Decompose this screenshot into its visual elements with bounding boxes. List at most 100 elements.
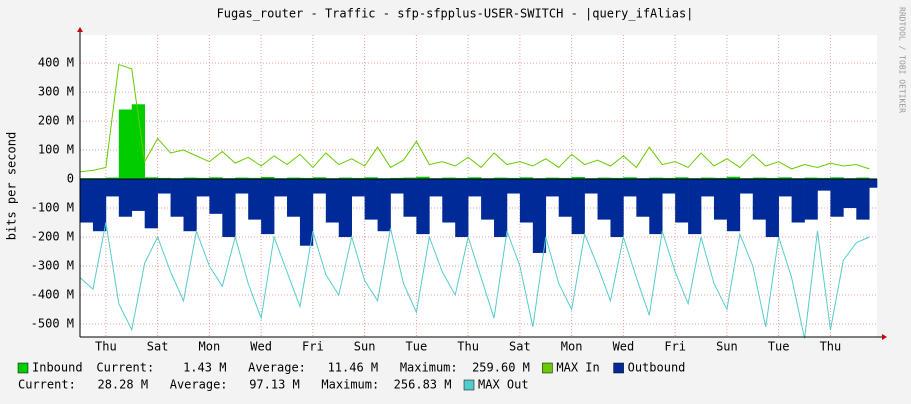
y-tick-label: -100 M	[31, 201, 74, 215]
area-bar	[338, 179, 353, 238]
area-bar	[325, 179, 340, 223]
area-bar	[558, 177, 572, 180]
area-bar	[701, 177, 715, 180]
area-bar	[519, 179, 534, 223]
area-bar	[235, 177, 249, 180]
area-bar	[144, 179, 158, 229]
y-tick-label: 100 M	[38, 143, 74, 157]
area-bar	[506, 177, 521, 180]
area-bar	[377, 179, 391, 232]
area-bar	[364, 177, 378, 180]
y-tick-label: -300 M	[31, 258, 74, 272]
area-bar	[170, 179, 184, 217]
area-bar	[429, 179, 443, 197]
area-bar	[481, 179, 495, 220]
x-tick-label: Fri	[664, 340, 686, 354]
x-tick-label: Thu	[820, 340, 842, 354]
area-bar	[416, 179, 430, 235]
area-bar	[416, 176, 430, 180]
area-bar	[675, 179, 689, 223]
area-bar	[597, 177, 611, 180]
legend-stats: Current: 1.43 M Average: 11.46 M Maximum…	[96, 361, 529, 375]
area-bar	[455, 177, 469, 180]
x-tick-label: Mon	[561, 340, 583, 354]
area-bar	[131, 179, 145, 211]
area-bar	[494, 179, 508, 238]
area-bar	[442, 179, 456, 223]
y-axis-label: bits per second	[5, 132, 19, 240]
area-bar	[765, 179, 779, 238]
area-bar	[843, 179, 857, 209]
area-bar	[726, 179, 741, 232]
x-tick-label: Sun	[716, 340, 738, 354]
area-bar	[558, 179, 572, 217]
area-bar	[636, 179, 650, 217]
area-bar	[765, 177, 779, 180]
area-bar	[571, 179, 585, 235]
area-bar	[545, 179, 560, 197]
area-bar	[248, 179, 262, 220]
area-bar	[287, 179, 301, 217]
x-tick-label: Fri	[302, 340, 324, 354]
area-bar	[830, 177, 844, 180]
area-bar	[209, 177, 223, 180]
area-bar	[209, 179, 223, 214]
area-bar	[791, 179, 805, 223]
area-bar	[675, 177, 689, 180]
area-bar	[131, 104, 145, 180]
area-bar	[312, 177, 327, 180]
area-bar	[713, 179, 728, 220]
area-bar	[196, 179, 210, 197]
area-bar	[299, 179, 314, 246]
x-tick-label: Mon	[199, 340, 221, 354]
area-bar	[144, 177, 158, 180]
area-bar	[118, 109, 133, 180]
x-tick-label: Thu	[457, 340, 479, 354]
area-bar	[92, 179, 107, 232]
area-bar	[688, 179, 702, 235]
chart-title: Fugas_router - Traffic - sfp-sfpplus-USE…	[217, 7, 694, 21]
area-bar	[299, 177, 314, 180]
arrow	[882, 334, 887, 340]
x-tick-label: Sun	[354, 340, 376, 354]
area-bar	[623, 177, 637, 180]
legend-swatch	[463, 379, 475, 391]
area-bar	[752, 179, 767, 220]
area-bar	[390, 177, 404, 180]
area-bar	[869, 179, 878, 188]
area-bar	[532, 179, 547, 253]
area-bar	[778, 179, 792, 197]
area-bar	[157, 177, 171, 180]
legend-swatch	[17, 362, 29, 374]
area-bar	[468, 179, 482, 197]
area-bar	[442, 177, 456, 180]
area-bar	[752, 177, 767, 180]
area-bar	[403, 177, 417, 180]
area-bar	[545, 177, 560, 180]
y-tick-label: 200 M	[38, 114, 74, 128]
area-bar	[856, 177, 870, 180]
area-bar	[662, 177, 676, 180]
legend-label: Outbound	[628, 361, 686, 375]
area-bar	[351, 179, 365, 197]
area-bar	[506, 179, 521, 194]
legend-label: Inbound	[32, 361, 83, 375]
area-bar	[364, 179, 378, 220]
area-bar	[455, 179, 469, 238]
area-bar	[468, 177, 482, 180]
legend-swatch	[542, 362, 553, 374]
area-bar	[649, 177, 663, 180]
area-bar	[235, 179, 249, 194]
area-bar	[351, 177, 365, 180]
area-bar	[739, 179, 754, 194]
area-bar	[817, 177, 831, 180]
area-bar	[584, 179, 598, 194]
line	[79, 222, 870, 339]
area-bar	[623, 179, 637, 197]
watermark: RRDTOOL / TOBI OETIKER	[898, 7, 907, 113]
area-bar	[804, 179, 818, 220]
area-bar	[312, 179, 327, 194]
area-bar	[856, 179, 870, 220]
area-bar	[571, 177, 585, 180]
line	[79, 63, 870, 173]
